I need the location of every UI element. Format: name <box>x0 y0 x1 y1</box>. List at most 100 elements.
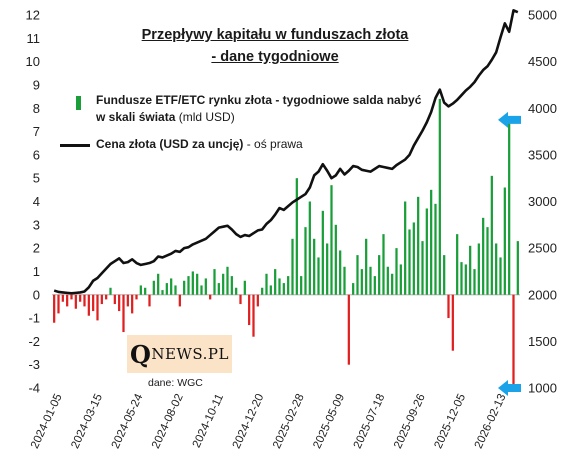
bar-36 <box>209 294 212 300</box>
bar-100 <box>486 227 489 295</box>
x-tick-2025-07-18: 2025-07-18 <box>352 392 388 450</box>
bar-70 <box>356 255 359 295</box>
x-tick-2025-05-09: 2025-05-09 <box>311 392 347 450</box>
left-tick--3: -3 <box>28 357 40 372</box>
bar-22 <box>148 294 151 307</box>
bar-44 <box>243 280 246 295</box>
bar-series <box>53 98 519 388</box>
bar-93 <box>456 234 459 295</box>
legend-item-line: Cena złota (USD za uncję) - oś prawa <box>58 136 428 153</box>
bar-94 <box>460 262 463 295</box>
bar-87 <box>430 189 433 295</box>
left-tick-9: 9 <box>33 77 40 92</box>
bar-92 <box>451 294 454 351</box>
bar-18 <box>131 294 134 314</box>
x-tick-2024-01-05: 2024-01-05 <box>29 392 65 450</box>
x-tick-2024-12-20: 2024-12-20 <box>231 392 267 450</box>
x-tick-2026-02-13: 2026-02-13 <box>473 392 509 450</box>
qnews-logo: Q NEWS.PL <box>127 335 232 373</box>
legend-bar-swatch <box>76 96 81 110</box>
left-tick--2: -2 <box>28 334 40 349</box>
right-tick-3000: 3000 <box>528 194 557 209</box>
bar-6 <box>79 294 82 302</box>
bar-27 <box>170 278 173 295</box>
left-tick-3: 3 <box>33 217 40 232</box>
right-tick-5000: 5000 <box>528 8 557 23</box>
bar-69 <box>352 283 355 295</box>
bar-1 <box>57 294 60 314</box>
bar-9 <box>92 294 95 312</box>
bar-24 <box>157 273 160 295</box>
bar-48 <box>261 287 264 295</box>
bar-62 <box>321 210 324 295</box>
bar-88 <box>434 203 437 295</box>
bar-38 <box>217 283 220 295</box>
bar-7 <box>83 294 86 307</box>
bar-80 <box>399 264 402 295</box>
left-tick-2: 2 <box>33 241 40 256</box>
x-tick-2024-05-24: 2024-05-24 <box>110 392 146 451</box>
left-tick-5: 5 <box>33 171 40 186</box>
x-axis-ticks: 2024-01-05 2024-03-15 2024-05-24 2024-08-02… <box>29 392 509 451</box>
bar-37 <box>213 269 216 295</box>
bar-17 <box>126 294 129 307</box>
bar-29 <box>178 294 181 307</box>
bar-4 <box>70 294 73 300</box>
bar-16 <box>122 294 125 333</box>
bar-83 <box>412 222 415 295</box>
bar-82 <box>408 229 411 295</box>
bar-35 <box>204 278 207 295</box>
bar-31 <box>187 276 190 295</box>
bar-34 <box>200 285 203 295</box>
bar-68 <box>347 294 350 365</box>
bar-47 <box>256 294 259 307</box>
bar-102 <box>495 243 498 295</box>
arrow-max-outflow <box>498 380 521 396</box>
bar-86 <box>425 208 428 295</box>
right-tick-1000: 1000 <box>528 381 557 396</box>
bar-81 <box>404 201 407 295</box>
bar-61 <box>317 257 320 295</box>
bar-0 <box>53 294 56 323</box>
bar-58 <box>304 227 307 295</box>
legend-bars-label: Fundusze ETF/ETC rynku złota - tygodniow… <box>96 93 422 124</box>
right-tick-4000: 4000 <box>528 101 557 116</box>
bar-39 <box>222 273 225 295</box>
bar-49 <box>265 273 268 295</box>
bar-97 <box>473 269 476 295</box>
bar-91 <box>447 294 450 319</box>
right-tick-4500: 4500 <box>528 54 557 69</box>
bar-67 <box>343 266 346 295</box>
bar-105 <box>508 119 511 295</box>
bar-107 <box>516 241 519 295</box>
legend-line-swatch <box>60 144 90 147</box>
chart-title-line1: Przepływy kapitału w funduszach złota <box>141 27 409 43</box>
bar-40 <box>226 266 229 295</box>
bar-20 <box>139 285 142 295</box>
bar-84 <box>417 196 420 295</box>
bar-19 <box>135 294 138 300</box>
bar-25 <box>161 290 164 295</box>
left-tick-11: 11 <box>27 31 41 46</box>
bar-2 <box>61 294 64 302</box>
bar-71 <box>360 269 363 295</box>
legend: Fundusze ETF/ETC rynku złota - tygodniow… <box>58 92 428 153</box>
bar-28 <box>174 285 177 295</box>
bar-55 <box>291 238 294 295</box>
bar-52 <box>278 278 281 295</box>
line-series <box>53 9 519 295</box>
bar-90 <box>443 255 446 295</box>
bar-64 <box>330 185 333 295</box>
bar-66 <box>339 250 342 295</box>
bar-101 <box>490 175 493 295</box>
bar-5 <box>74 294 77 309</box>
left-tick-10: 10 <box>26 54 40 69</box>
bar-99 <box>482 217 485 295</box>
bar-21 <box>144 287 147 295</box>
bar-95 <box>464 264 467 295</box>
bar-51 <box>274 269 277 295</box>
data-source: dane: WGC <box>148 377 203 389</box>
bar-11 <box>100 294 103 305</box>
bar-53 <box>282 283 285 295</box>
